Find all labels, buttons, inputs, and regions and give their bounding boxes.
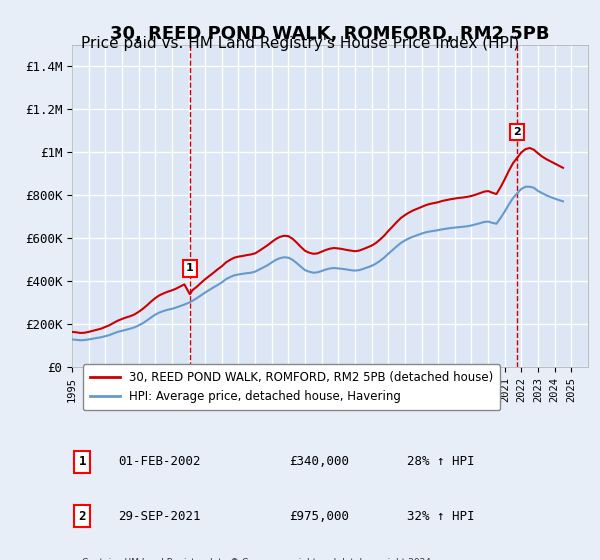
Text: 28% ↑ HPI: 28% ↑ HPI bbox=[407, 455, 475, 468]
Text: 1: 1 bbox=[79, 455, 86, 468]
Text: 1: 1 bbox=[186, 263, 194, 273]
Title: 30, REED POND WALK, ROMFORD, RM2 5PB: 30, REED POND WALK, ROMFORD, RM2 5PB bbox=[110, 25, 550, 43]
Text: Contains HM Land Registry data © Crown copyright and database right 2024.
This d: Contains HM Land Registry data © Crown c… bbox=[82, 558, 434, 560]
Text: 2: 2 bbox=[514, 127, 521, 137]
Text: £975,000: £975,000 bbox=[289, 510, 349, 522]
Legend: 30, REED POND WALK, ROMFORD, RM2 5PB (detached house), HPI: Average price, detac: 30, REED POND WALK, ROMFORD, RM2 5PB (de… bbox=[83, 364, 500, 410]
Text: £340,000: £340,000 bbox=[289, 455, 349, 468]
Text: 32% ↑ HPI: 32% ↑ HPI bbox=[407, 510, 475, 522]
Text: Price paid vs. HM Land Registry's House Price Index (HPI): Price paid vs. HM Land Registry's House … bbox=[81, 36, 519, 52]
Text: 01-FEB-2002: 01-FEB-2002 bbox=[118, 455, 201, 468]
Text: 29-SEP-2021: 29-SEP-2021 bbox=[118, 510, 201, 522]
Text: 2: 2 bbox=[79, 510, 86, 522]
